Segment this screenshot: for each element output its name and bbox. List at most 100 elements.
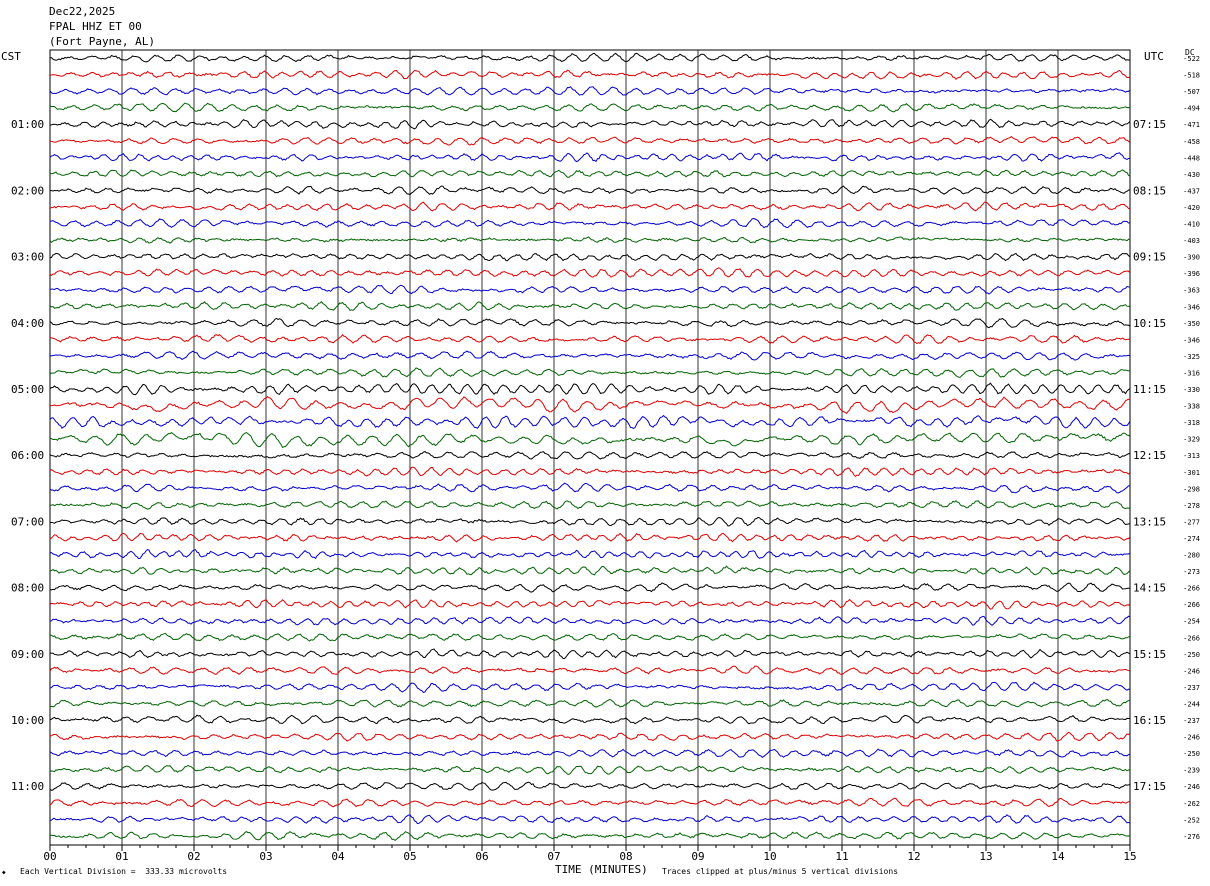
dc-offset-label: -250 — [1183, 750, 1200, 758]
dc-offset-label: -507 — [1183, 88, 1200, 96]
utc-time-label: 17:15 — [1133, 780, 1166, 793]
local-time-label: 01:00 — [11, 118, 44, 131]
dc-offset-label: -244 — [1183, 700, 1200, 708]
seismic-trace — [49, 217, 1131, 229]
seismic-trace — [49, 648, 1131, 660]
dc-offset-label: -494 — [1183, 105, 1200, 113]
seismic-trace — [49, 135, 1131, 146]
seismic-trace — [49, 598, 1131, 610]
seismic-trace — [49, 764, 1131, 775]
utc-time-label: 15:15 — [1133, 648, 1166, 661]
seismic-trace — [49, 350, 1131, 361]
scale-note: Each Vertical Division = 333.33 microvol… — [20, 867, 228, 876]
x-axis-title: TIME (MINUTES) — [555, 863, 648, 876]
seismic-trace — [49, 102, 1131, 113]
dc-offset-label: -346 — [1183, 303, 1200, 311]
dc-offset-label: -403 — [1183, 237, 1200, 245]
utc-time-label: 09:15 — [1133, 251, 1166, 264]
dc-offset-label: -252 — [1183, 816, 1200, 824]
dc-offset-label: -522 — [1183, 55, 1200, 63]
utc-time-label: 10:15 — [1133, 317, 1166, 330]
dc-offset-label: -410 — [1183, 221, 1200, 229]
clip-note: Traces clipped at plus/minus 5 vertical … — [662, 867, 899, 876]
dc-offset-label: -278 — [1183, 502, 1200, 510]
dc-offset-label: -330 — [1183, 386, 1200, 394]
dc-offset-label: -273 — [1183, 568, 1200, 576]
dc-offset-label: -246 — [1183, 783, 1200, 791]
dc-offset-label: -246 — [1183, 734, 1200, 742]
seismic-trace — [49, 236, 1131, 244]
dc-offset-label: -246 — [1183, 667, 1200, 675]
station-code: FPAL HHZ ET 00 — [49, 20, 142, 33]
dc-offset-label: -437 — [1183, 187, 1200, 195]
seismic-trace — [49, 731, 1131, 742]
x-tick-label: 10 — [763, 850, 776, 863]
seismic-trace — [49, 466, 1131, 477]
seismic-trace — [49, 532, 1131, 543]
dc-offset-label: -277 — [1183, 518, 1200, 526]
dc-offset-label: -274 — [1183, 535, 1200, 543]
seismic-trace — [49, 431, 1131, 448]
x-tick-label: 02 — [187, 850, 200, 863]
seismic-trace — [49, 548, 1131, 560]
seismic-trace — [49, 482, 1131, 494]
dc-offset-label: -250 — [1183, 651, 1200, 659]
dc-offset-label: -430 — [1183, 171, 1200, 179]
dc-offset-label: -266 — [1183, 585, 1200, 593]
seismic-trace — [49, 451, 1131, 460]
seismic-trace — [49, 781, 1131, 791]
dc-offset-label: -346 — [1183, 336, 1200, 344]
record-date: Dec22,2025 — [49, 5, 116, 18]
seismic-trace — [49, 831, 1131, 842]
seismic-trace — [49, 201, 1131, 212]
x-tick-label: 11 — [835, 850, 848, 863]
dc-offset-label: -298 — [1183, 485, 1200, 493]
dc-offset-label: -329 — [1183, 436, 1200, 444]
dc-offset-label: -237 — [1183, 684, 1200, 692]
utc-time-label: 14:15 — [1133, 582, 1166, 595]
utc-time-label: 11:15 — [1133, 383, 1166, 396]
x-tick-label: 13 — [979, 850, 992, 863]
dc-offset-label: -316 — [1183, 369, 1200, 377]
seismic-trace — [49, 395, 1131, 415]
local-time-label: 07:00 — [11, 515, 44, 528]
seismic-trace — [49, 382, 1131, 396]
local-time-zone-label: CST — [1, 50, 21, 63]
utc-time-label: 08:15 — [1133, 184, 1166, 197]
seismic-trace — [49, 267, 1131, 278]
local-time-label: 02:00 — [11, 184, 44, 197]
utc-time-label: 12:15 — [1133, 449, 1166, 462]
seismic-trace — [49, 317, 1131, 329]
seismic-trace — [49, 185, 1131, 196]
x-tick-label: 08 — [619, 850, 632, 863]
seismic-trace — [50, 632, 1131, 642]
dc-offset-header: DC — [1185, 48, 1195, 57]
dc-offset-label: -518 — [1183, 72, 1200, 80]
local-time-label: 06:00 — [11, 449, 44, 462]
dc-offset-label: -471 — [1183, 121, 1200, 129]
seismic-trace — [49, 300, 1131, 312]
seismic-trace — [49, 814, 1131, 825]
x-tick-label: 07 — [547, 850, 560, 863]
dc-offset-label: -239 — [1183, 767, 1200, 775]
seismic-trace — [49, 748, 1131, 759]
dc-offset-label: -448 — [1183, 154, 1200, 162]
seismic-trace — [49, 582, 1131, 593]
dc-offset-label: -390 — [1183, 254, 1200, 262]
x-tick-label: 05 — [403, 850, 416, 863]
seismic-trace — [49, 615, 1131, 626]
seismic-trace — [49, 52, 1131, 63]
seismic-trace — [49, 86, 1131, 96]
seismic-trace — [49, 516, 1131, 527]
x-tick-label: 12 — [907, 850, 920, 863]
seismic-trace — [49, 333, 1131, 345]
seismic-trace — [49, 797, 1131, 808]
dc-offset-label: -280 — [1183, 552, 1200, 560]
seismic-trace — [49, 714, 1131, 725]
dc-offset-label: -318 — [1183, 419, 1200, 427]
x-tick-label: 14 — [1051, 850, 1065, 863]
dc-offset-label: -396 — [1183, 270, 1200, 278]
dc-offset-label: -276 — [1183, 833, 1200, 841]
local-time-label: 03:00 — [11, 251, 44, 264]
